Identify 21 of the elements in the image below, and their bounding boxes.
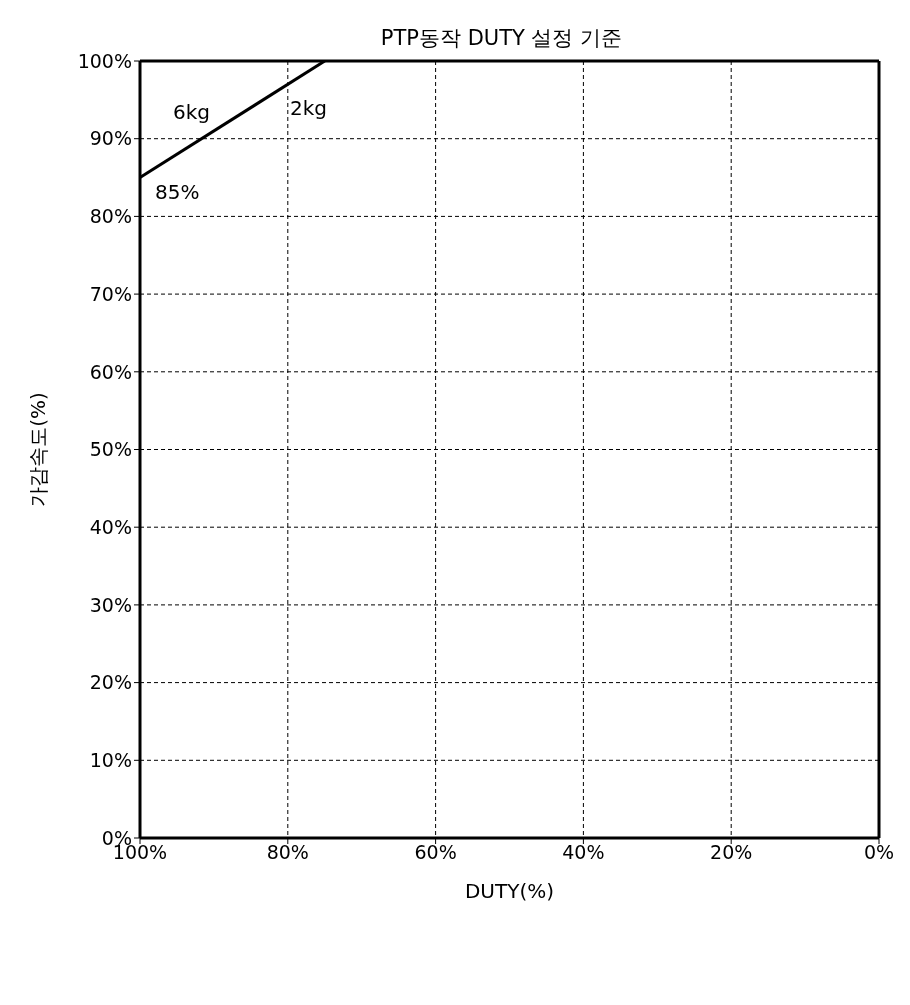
- y-tick-label: 80%: [89, 205, 132, 228]
- y-tick-label: 90%: [89, 127, 132, 150]
- y-tick-label: 70%: [89, 282, 132, 305]
- y-tick-label: 10%: [89, 749, 132, 772]
- annotation: 2kg: [290, 96, 328, 120]
- annotation: 85%: [155, 180, 200, 204]
- annotation: 6kg: [173, 100, 211, 124]
- y-tick-label: 40%: [89, 515, 132, 538]
- y-tick-label: 60%: [89, 360, 132, 383]
- x-tick-label: 0%: [863, 841, 895, 864]
- x-tick-label: 60%: [414, 841, 457, 864]
- chart-title: PTP동작 DUTY 설정 기준: [379, 25, 624, 52]
- y-tick-label: 20%: [89, 671, 132, 694]
- y-tick-label: 50%: [89, 438, 132, 461]
- y-tick-label: 30%: [89, 593, 132, 616]
- x-tick-label: 20%: [710, 841, 753, 864]
- x-axis-title: DUTY(%): [464, 879, 555, 903]
- x-tick-label: 80%: [266, 841, 309, 864]
- x-tick-label: 40%: [562, 841, 605, 864]
- y-axis-title: 가감속도(%): [26, 392, 51, 507]
- y-tick-label: 100%: [77, 49, 132, 72]
